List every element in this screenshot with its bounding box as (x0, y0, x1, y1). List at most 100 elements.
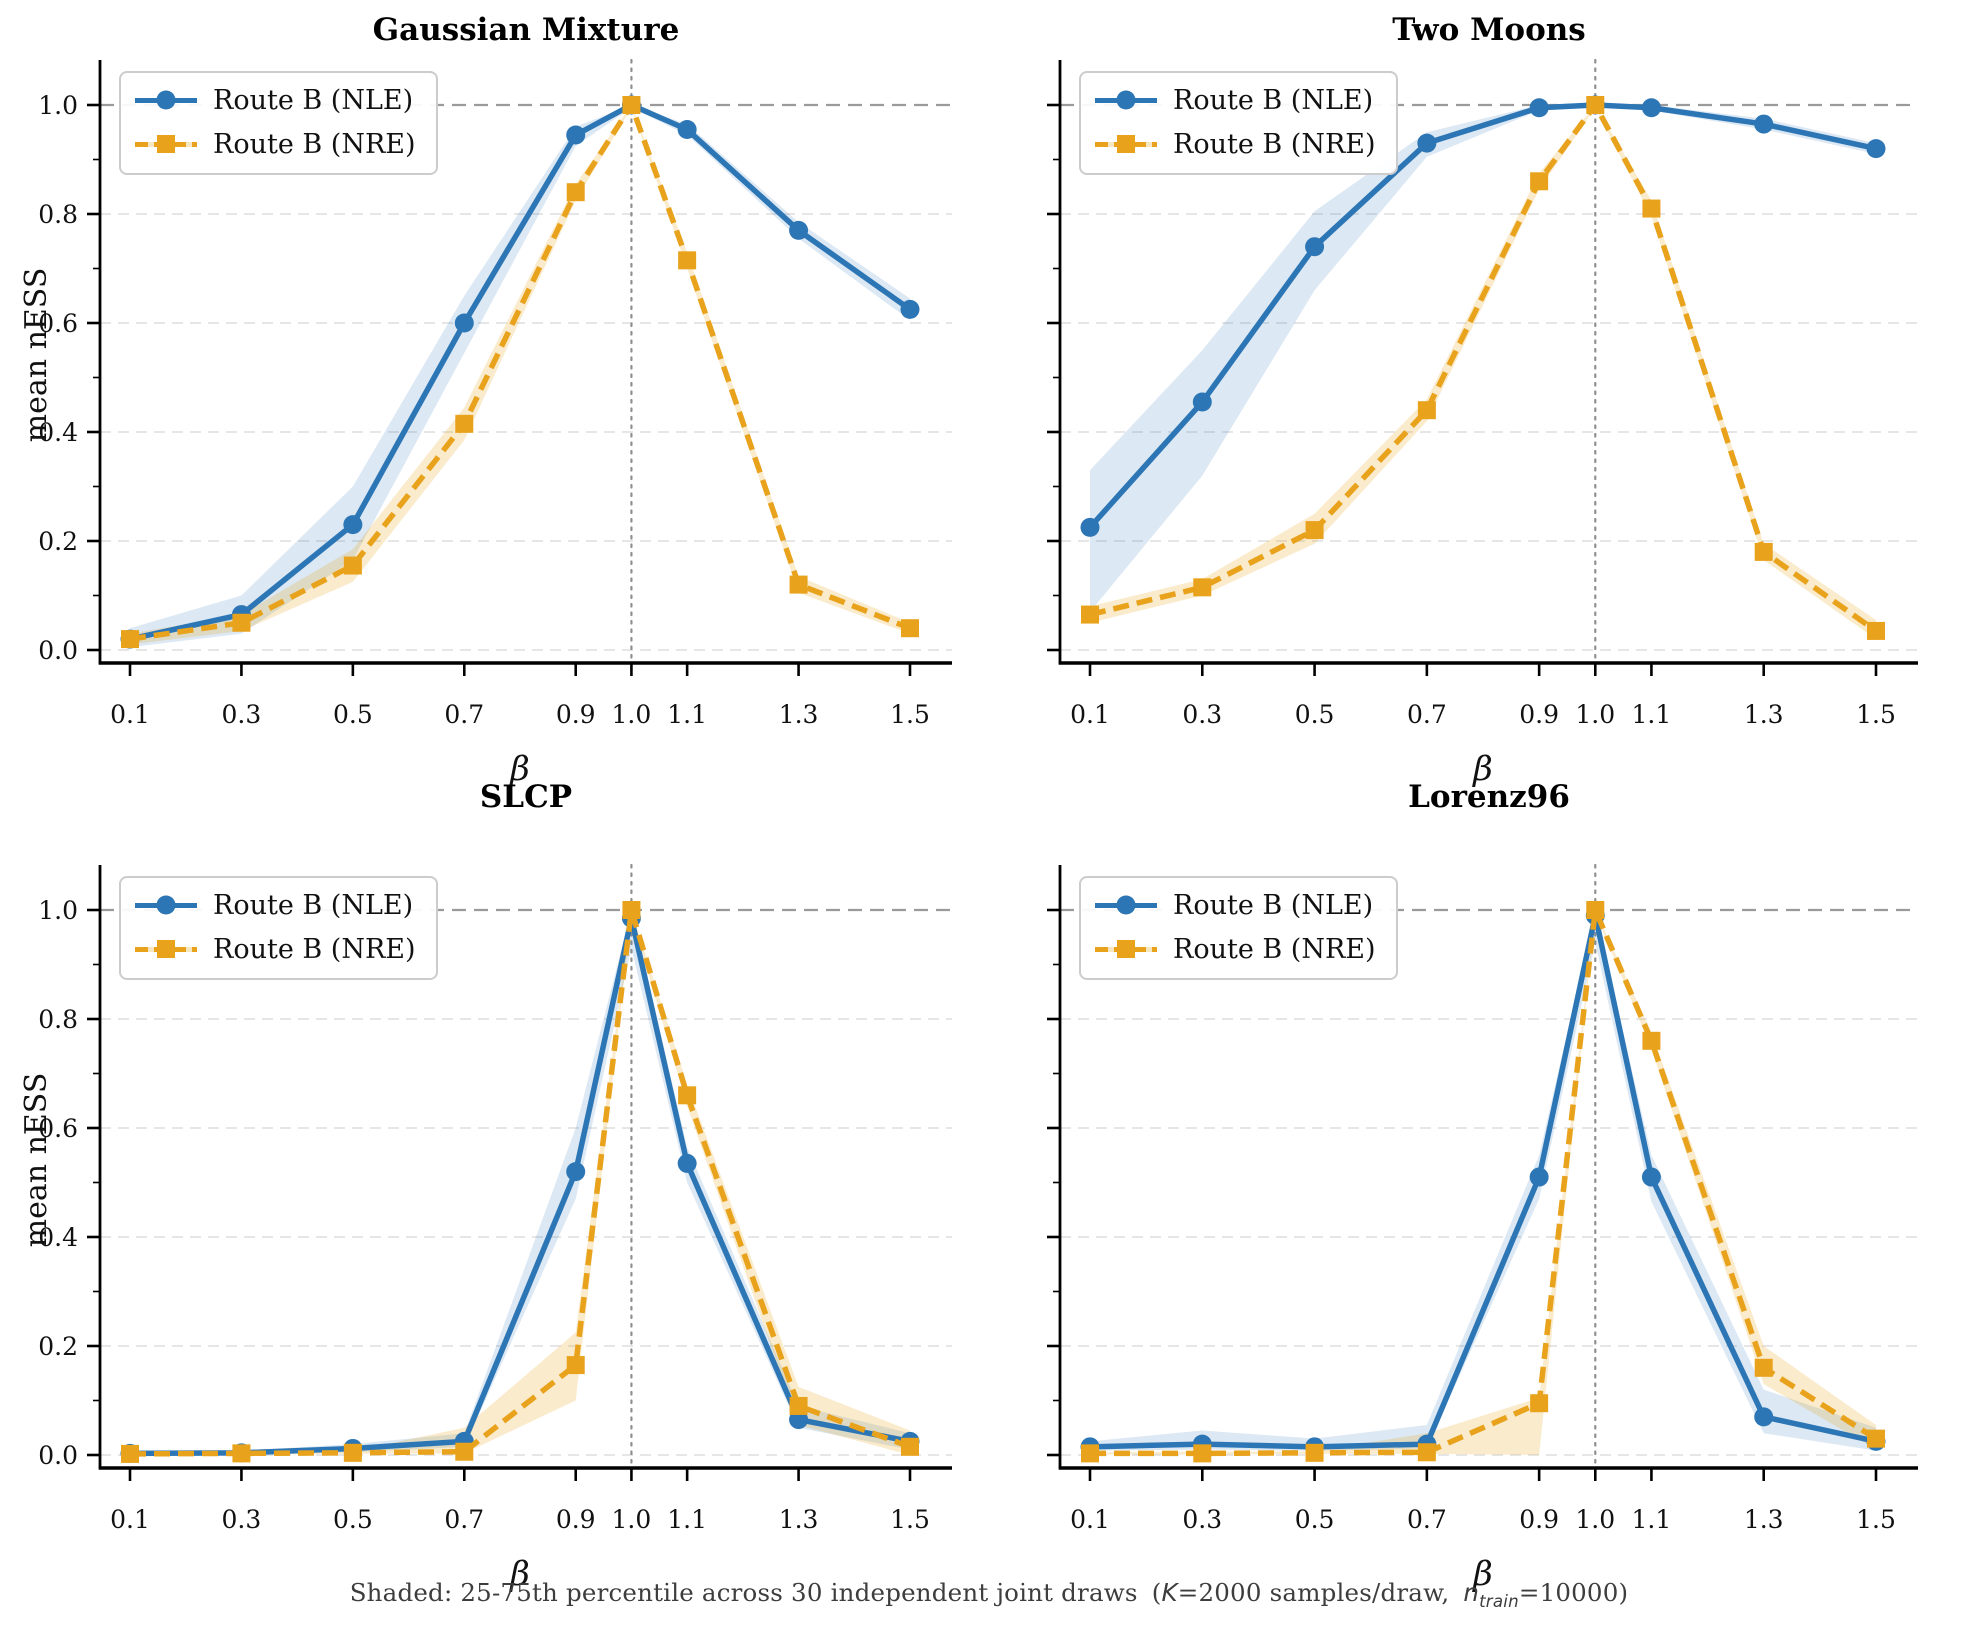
chart-title-slcp: SLCP (479, 779, 573, 815)
x-tick-label: 0.7 (444, 1505, 484, 1534)
caption-n-var: n (1463, 1578, 1480, 1607)
legend-lorenz96: Route B (NLE) Route B (NRE) (1079, 876, 1398, 980)
x-tick-label: 0.7 (444, 700, 484, 729)
nle-marker (1866, 139, 1886, 159)
nre-marker (1642, 1031, 1661, 1050)
nre-marker (1530, 172, 1549, 191)
x-tick-label: 0.1 (110, 700, 150, 729)
y-axis-label: mean nESS (19, 268, 54, 443)
x-tick-label: 1.3 (1744, 1505, 1784, 1534)
nle-marker (1641, 98, 1661, 118)
y-tick-label: 1.0 (38, 896, 78, 925)
nle-marker (900, 299, 920, 319)
legend-label-nre: Route B (NRE) (213, 933, 416, 965)
nle-marker (1754, 114, 1774, 134)
x-tick-label: 0.9 (1519, 700, 1559, 729)
nle-marker (1305, 237, 1325, 257)
nre-marker (1586, 901, 1605, 919)
legend-entry-nle: Route B (NLE) (1095, 81, 1376, 119)
y-tick-label: 0.2 (38, 1332, 78, 1361)
nle-marker (454, 313, 474, 333)
x-tick-label: 1.3 (779, 700, 819, 729)
nle-line (129, 102, 912, 642)
x-tick-label: 0.5 (333, 1505, 373, 1534)
x-tick-label: 1.1 (667, 700, 707, 729)
legend-entry-nle: Route B (NLE) (135, 886, 416, 924)
x-axis-label-beta: β (1471, 1554, 1493, 1594)
y-tick-label: 0.0 (38, 636, 78, 665)
chart-title-gaussian-mixture: Gaussian Mixture (372, 12, 680, 48)
nre-line-swatch-icon (135, 134, 197, 154)
nre-marker (901, 619, 919, 638)
square-marker-icon (157, 135, 175, 153)
y-tick-label: 0.6 (38, 309, 78, 338)
nre-marker (1417, 401, 1436, 420)
nre-marker (121, 1444, 139, 1463)
x-tick-label: 1.0 (1575, 700, 1615, 729)
nre-line (129, 102, 912, 642)
nle-marker (1641, 1167, 1661, 1187)
circle-marker-icon (156, 90, 176, 110)
y-tick-label: 0.4 (38, 1223, 78, 1252)
x-tick-label: 0.5 (1295, 700, 1335, 729)
figure-caption: Shaded: 25-75th percentile across 30 ind… (0, 1578, 1978, 1611)
nre-marker (1417, 1443, 1436, 1462)
legend-label-nre: Route B (NRE) (1173, 933, 1376, 965)
x-tick-label: 0.9 (556, 700, 596, 729)
x-tick-label: 0.1 (1070, 700, 1110, 729)
nre-line-swatch-icon (135, 939, 197, 959)
nre-line-swatch-icon (1095, 939, 1157, 959)
nle-marker (566, 125, 586, 145)
y-tick-label: 0.8 (38, 200, 78, 229)
circle-marker-icon (1116, 90, 1136, 110)
square-marker-icon (157, 940, 175, 958)
caption-k-var: K (1161, 1578, 1178, 1607)
x-tick-label: 1.1 (1632, 700, 1672, 729)
legend-entry-nle: Route B (NLE) (135, 81, 416, 119)
nre-marker (343, 1443, 362, 1462)
nre-marker (1754, 1358, 1773, 1377)
nre-marker (1530, 1394, 1549, 1413)
nre-marker (121, 630, 139, 649)
nre-marker (566, 1356, 585, 1375)
legend-entry-nre: Route B (NRE) (135, 125, 416, 163)
nre-percentile-band (130, 105, 910, 645)
nle-marker (343, 515, 363, 535)
nle-marker (1417, 133, 1437, 153)
caption-paren: ( (1151, 1578, 1162, 1607)
legend-label-nre: Route B (NRE) (1173, 128, 1376, 160)
nre-percentile-band (1090, 910, 1876, 1455)
nle-line-swatch-icon (135, 90, 197, 110)
y-tick-label: 0.0 (38, 1441, 78, 1470)
nre-marker (1867, 1429, 1885, 1448)
x-tick-label: 1.5 (1856, 700, 1896, 729)
nle-marker (677, 1153, 697, 1173)
legend-label-nle: Route B (NLE) (213, 889, 414, 921)
legend-entry-nre: Route B (NRE) (135, 930, 416, 968)
nre-marker (232, 613, 251, 632)
y-tick-label: 0.4 (38, 418, 78, 447)
nre-marker (343, 556, 362, 575)
legend-entry-nre: Route B (NRE) (1095, 125, 1376, 163)
legend-label-nre: Route B (NRE) (213, 128, 416, 160)
x-tick-label: 1.5 (890, 700, 930, 729)
caption-n-value: =10000) (1518, 1578, 1629, 1607)
legend-slcp: Route B (NLE) Route B (NRE) (119, 876, 438, 980)
legend-entry-nle: Route B (NLE) (1095, 886, 1376, 924)
x-tick-label: 0.3 (222, 700, 262, 729)
nre-marker (455, 414, 474, 433)
nle-line-swatch-icon (135, 895, 197, 915)
legend-label-nle: Route B (NLE) (213, 84, 414, 116)
caption-text: Shaded: 25-75th percentile across 30 ind… (349, 1578, 1138, 1607)
y-tick-label: 1.0 (38, 91, 78, 120)
x-tick-label: 1.0 (612, 1505, 652, 1534)
nle-marker (1529, 1167, 1549, 1187)
nre-marker (1081, 605, 1099, 624)
nle-marker (789, 220, 809, 240)
x-axis-label-beta: β (1471, 749, 1493, 789)
square-marker-icon (1117, 135, 1135, 153)
nre-marker (901, 1437, 919, 1456)
x-tick-label: 0.9 (556, 1505, 596, 1534)
y-tick-label: 0.2 (38, 527, 78, 556)
nre-marker (622, 96, 641, 114)
